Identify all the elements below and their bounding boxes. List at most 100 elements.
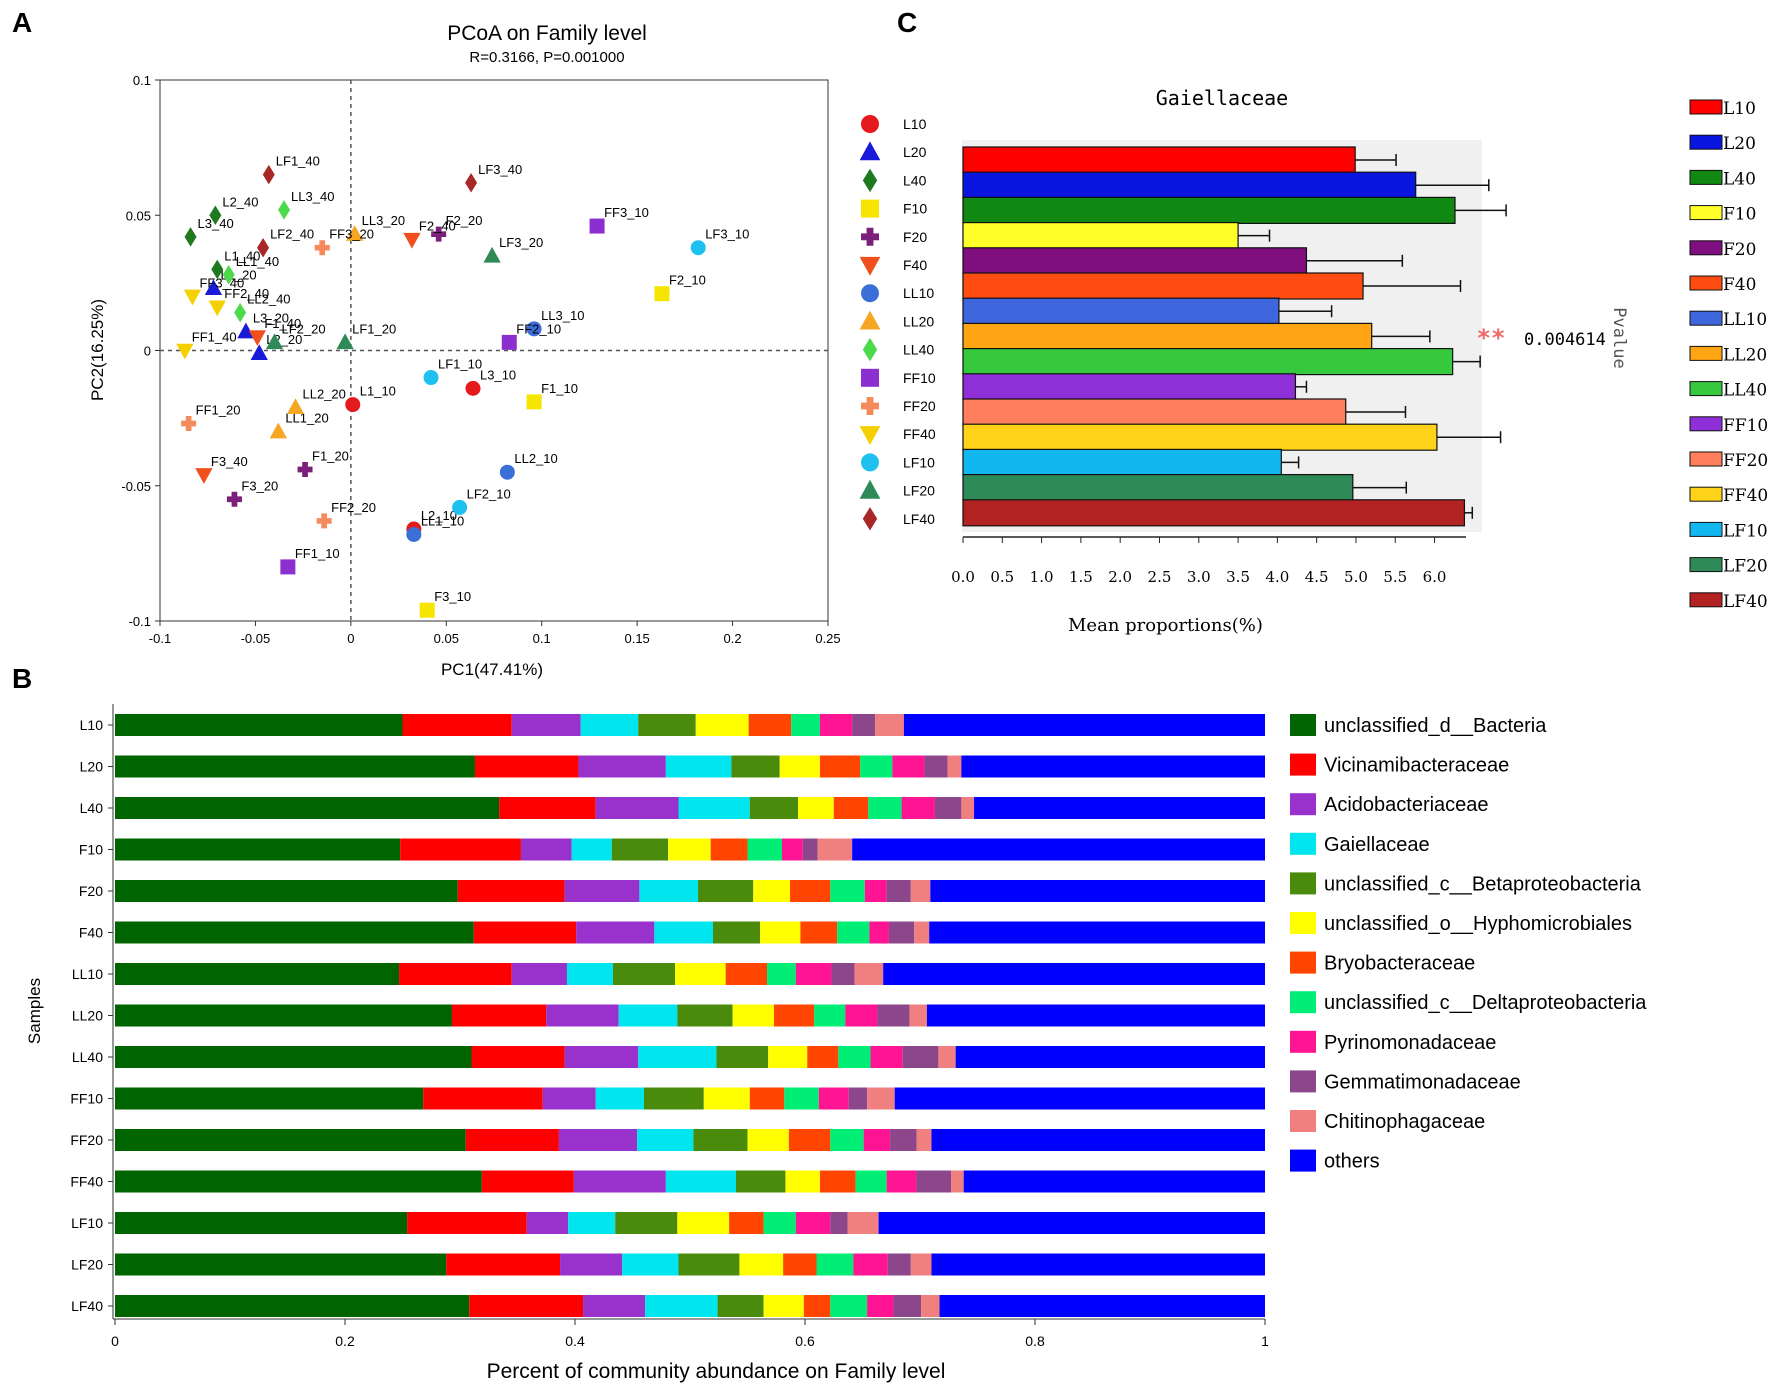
pcoa-point-ff3-40 [183,289,202,306]
stack-segment-ll10 [511,963,567,985]
stack-segment-ff10 [848,1087,868,1110]
stack-segment-ll10 [767,963,796,985]
stack-x-tick-label: 1 [1261,1333,1269,1349]
gaiellaceae-legend-label: L40 [1723,169,1756,189]
gaiellaceae-legend-swatch-lf20 [1689,557,1723,573]
stack-category-label: L20 [80,759,104,775]
gaiellaceae-x-tick-label: 4.0 [1265,568,1289,586]
stack-category-label: LF40 [71,1298,103,1314]
stack-segment-f20 [639,880,699,902]
stack-segment-lf10 [568,1212,616,1234]
pcoa-point-label: F2_40 [419,219,456,234]
stack-segment-l20 [665,755,732,778]
stack-segment-ff10 [818,1087,849,1110]
pcoa-point-f3-10 [419,602,435,618]
stack-legend-label: Gaiellaceae [1324,834,1430,856]
pcoa-point-f3-20 [226,491,242,507]
stack-segment-l20 [819,755,861,778]
stack-category-label: LL20 [72,1008,103,1024]
stack-segment-lf40 [803,1295,831,1317]
pcoa-point-f2-20 [431,226,447,242]
gaiellaceae-bar-lf10 [962,448,1282,476]
community-abundance-chart: L10 L20 L40 F10 F20 F40 LL10 LL20 LL40 FF10 FF20 FF… [25,704,1647,1383]
stack-segment-f40 [713,921,761,944]
pcoa-legend-marker-l10 [861,115,879,133]
pcoa-point-label: LL1_10 [421,513,464,528]
pcoa-legend-marker-lf20 [859,479,881,499]
stack-segment-l10 [903,714,1265,736]
gaiellaceae-legend-label: L20 [1723,134,1756,154]
pcoa-point-label: LL2_20 [303,386,346,401]
pcoa-legend-label: F40 [903,257,927,273]
pcoa-point-label: LF1_40 [276,154,320,169]
pcoa-x-tick-label: 0.15 [624,631,649,646]
stack-segment-lf20 [931,1253,1265,1276]
pcoa-legend-label: F10 [903,201,927,217]
gaiellaceae-xlabel: Mean proportions(%) [1068,615,1263,636]
stack-legend-label: Acidobacteriaceae [1324,794,1489,816]
gaiellaceae-title: Gaiellaceae [1156,86,1288,110]
pcoa-x-tick-label: 0.2 [724,631,742,646]
panel-label-b: B [12,663,32,694]
stack-segment-f10 [520,838,572,861]
stack-segment-ll10 [612,963,676,985]
stack-category-label: L10 [80,717,104,733]
stack-segment-f20 [910,880,931,902]
stack-legend-label: Pyrinomonadaceae [1324,1032,1496,1054]
pcoa-point-label: F1_40 [264,316,301,331]
stack-segment-lf40 [717,1295,764,1317]
gaiellaceae-legend-swatch-lf40 [1689,592,1723,608]
stack-segment-f10 [802,838,818,861]
stack-segment-lf40 [939,1295,1265,1317]
stack-segment-ff10 [115,1087,424,1110]
stack-segment-ff20 [916,1129,932,1151]
gaiellaceae-legend-label: LL10 [1723,310,1767,330]
pcoa-point-label: F3_40 [211,454,248,469]
stack-segment-ll40 [768,1046,808,1068]
stack-segment-ll40 [564,1046,639,1068]
stack-segment-l40 [595,797,679,819]
stack-segment-lf20 [446,1253,561,1276]
pcoa-legend-label: LF10 [903,454,935,470]
stack-segment-l20 [779,755,820,778]
pcoa-point-ll2-10 [499,464,515,480]
stack-segment-f20 [930,880,1265,902]
stack-segment-l40 [798,797,834,819]
stack-segment-f20 [698,880,754,902]
stack-segment-f40 [115,921,474,944]
pcoa-legend-marker-ff10 [861,368,879,387]
stack-segment-lf40 [763,1295,804,1317]
pcoa-point-ff1-10 [280,559,296,575]
pcoa-point-ll3-40 [278,200,291,220]
stack-legend-swatch-unclassified-c--deltaproteobacteria [1290,991,1316,1014]
pcoa-point-lf1-20 [336,333,354,350]
pcoa-point-f1-10 [526,394,542,410]
stack-segment-ff40 [736,1170,786,1193]
pcoa-point-label: F2_20 [446,213,483,228]
stack-segment-ff40 [481,1170,574,1193]
pcoa-point-label: F3_20 [241,478,278,493]
gaiellaceae-x-tick-label: 3.5 [1226,568,1250,586]
stack-segment-ff10 [542,1087,596,1110]
pcoa-point-label: L3_40 [198,216,234,231]
pcoa-point-label: FF3_40 [199,275,244,290]
pcoa-legend-marker-l40 [862,168,878,193]
stack-segment-f20 [790,880,831,902]
pcoa-point-ll3-10 [526,321,542,337]
stack-segment-l40 [961,797,975,819]
stack-segment-l10 [115,714,403,736]
stack-segment-lf20 [678,1253,740,1276]
pcoa-point-label: L1_40 [224,248,260,263]
stack-segment-l10 [819,714,853,736]
pcoa-point-label: L3_20 [253,311,289,326]
pcoa-point-l3-40 [184,227,197,247]
stack-segment-l40 [974,797,1265,819]
pcoa-point-label: FF2_20 [331,500,376,515]
pcoa-point-label: FF2_10 [516,321,561,336]
pcoa-point-label: LF3_20 [499,235,543,250]
pcoa-point-l2-40 [209,205,222,225]
stack-segment-f40 [473,921,577,944]
stack-segment-ff20 [788,1129,831,1151]
stack-segment-ll10 [566,963,613,985]
stack-segment-lf20 [560,1253,623,1276]
